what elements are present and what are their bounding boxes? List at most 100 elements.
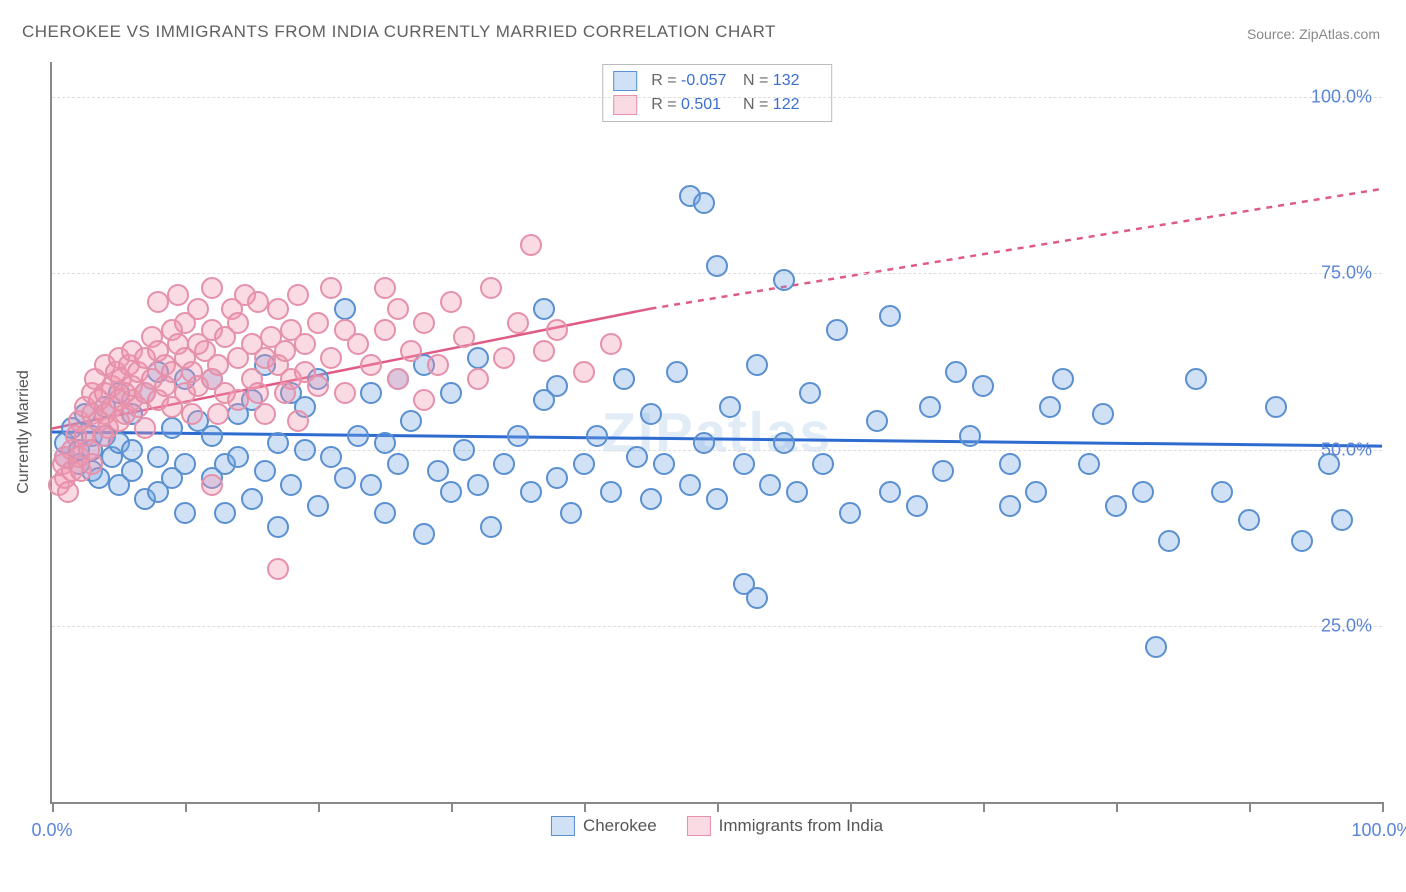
data-point [254, 460, 276, 482]
data-point [400, 410, 422, 432]
data-point [626, 446, 648, 468]
data-point [207, 354, 229, 376]
stat-label: N = 122 [743, 96, 821, 114]
data-point [706, 488, 728, 510]
x-tick [850, 802, 852, 812]
data-point [181, 403, 203, 425]
data-point [294, 439, 316, 461]
data-point [945, 361, 967, 383]
data-point [773, 432, 795, 454]
data-point [201, 277, 223, 299]
data-point [267, 558, 289, 580]
data-point [247, 291, 269, 313]
data-point [879, 305, 901, 327]
data-point [1331, 509, 1353, 531]
data-point [187, 298, 209, 320]
x-tick-label: 100.0% [1351, 820, 1406, 841]
swatch-icon [613, 71, 637, 91]
legend-item: Cherokee [551, 816, 657, 836]
data-point [440, 291, 462, 313]
data-point [360, 354, 382, 376]
data-point [520, 234, 542, 256]
data-point [906, 495, 928, 517]
data-point [201, 474, 223, 496]
series-legend: Cherokee Immigrants from India [551, 816, 883, 836]
data-point [560, 502, 582, 524]
legend-label: Immigrants from India [719, 816, 883, 836]
data-point [733, 453, 755, 475]
data-point [600, 333, 622, 355]
data-point [972, 375, 994, 397]
data-point [520, 481, 542, 503]
data-point [241, 488, 263, 510]
chart-source: Source: ZipAtlas.com [1247, 26, 1380, 42]
y-tick-label: 75.0% [1321, 263, 1372, 284]
data-point [81, 453, 103, 475]
data-point [360, 382, 382, 404]
data-point [480, 277, 502, 299]
data-point [227, 312, 249, 334]
legend-item: Immigrants from India [687, 816, 883, 836]
stats-legend: R = -0.057 N = 132 R = 0.501 N = 122 [602, 64, 832, 122]
data-point [413, 312, 435, 334]
x-tick [983, 802, 985, 812]
data-point [427, 354, 449, 376]
data-point [546, 319, 568, 341]
stat-label: R = 0.501 [651, 96, 729, 114]
data-point [287, 410, 309, 432]
data-point [786, 481, 808, 503]
data-point [207, 403, 229, 425]
stat-label: N = 132 [743, 72, 821, 90]
plot-area: ZIPatlas Currently Married R = -0.057 N … [50, 62, 1382, 804]
data-point [1318, 453, 1340, 475]
grid-line [52, 450, 1382, 451]
data-point [360, 474, 382, 496]
data-point [174, 502, 196, 524]
data-point [307, 375, 329, 397]
data-point [121, 439, 143, 461]
data-point [1039, 396, 1061, 418]
x-tick [1382, 802, 1384, 812]
data-point [227, 389, 249, 411]
data-point [693, 432, 715, 454]
swatch-icon [551, 816, 575, 836]
data-point [334, 382, 356, 404]
data-point [167, 284, 189, 306]
data-point [533, 340, 555, 362]
data-point [640, 488, 662, 510]
data-point [653, 453, 675, 475]
data-point [959, 425, 981, 447]
data-point [247, 382, 269, 404]
data-point [812, 453, 834, 475]
data-point [573, 453, 595, 475]
legend-label: Cherokee [583, 816, 657, 836]
data-point [586, 425, 608, 447]
data-point [999, 453, 1021, 475]
data-point [1092, 403, 1114, 425]
data-point [267, 432, 289, 454]
data-point [400, 340, 422, 362]
data-point [493, 347, 515, 369]
data-point [320, 347, 342, 369]
data-point [413, 523, 435, 545]
data-point [480, 516, 502, 538]
data-point [387, 298, 409, 320]
data-point [374, 319, 396, 341]
x-tick [185, 802, 187, 812]
grid-line [52, 97, 1382, 98]
data-point [999, 495, 1021, 517]
data-point [387, 368, 409, 390]
data-point [287, 284, 309, 306]
x-tick-label: 0.0% [31, 820, 72, 841]
data-point [347, 425, 369, 447]
data-point [413, 389, 435, 411]
data-point [467, 474, 489, 496]
data-point [1158, 530, 1180, 552]
data-point [320, 446, 342, 468]
data-point [334, 298, 356, 320]
data-point [1211, 481, 1233, 503]
chart-title: CHEROKEE VS IMMIGRANTS FROM INDIA CURREN… [22, 22, 776, 42]
x-tick [318, 802, 320, 812]
data-point [1025, 481, 1047, 503]
x-tick [1116, 802, 1118, 812]
